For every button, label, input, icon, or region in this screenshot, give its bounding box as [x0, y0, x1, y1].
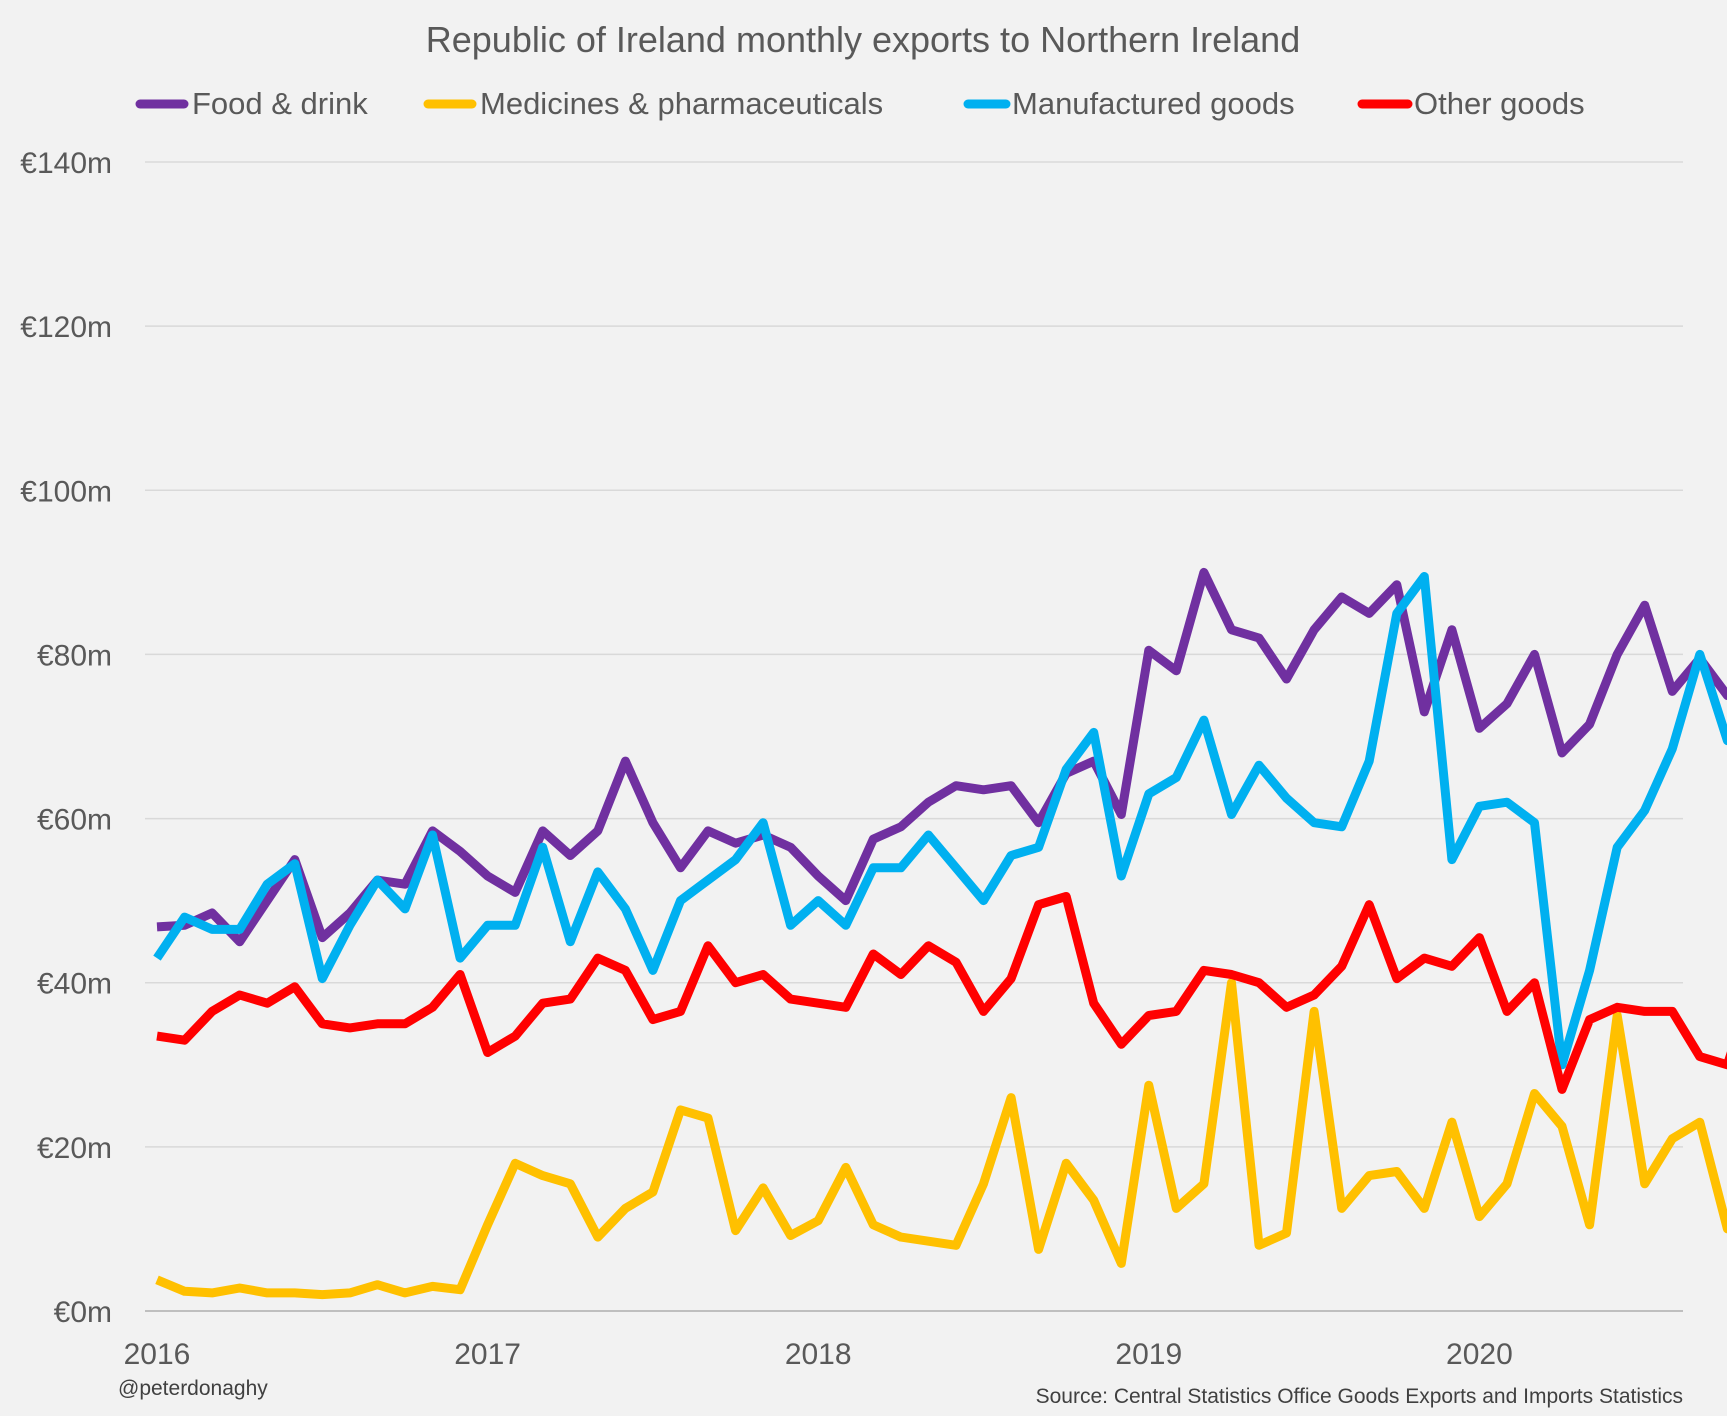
x-tick-label: 2018 — [785, 1338, 852, 1371]
x-tick-label: 2016 — [124, 1338, 191, 1371]
series-line-manufactured-goods — [153, 572, 1727, 1070]
legend-item-medicines-pharmaceuticals: Medicines & pharmaceuticals — [423, 86, 883, 121]
x-tick-label: 2020 — [1446, 1338, 1513, 1371]
legend-label: Medicines & pharmaceuticals — [480, 86, 883, 121]
legend-item-manufactured-goods: Manufactured goods — [963, 86, 1295, 121]
y-tick-label: €100m — [20, 475, 112, 508]
chart-title: Republic of Ireland monthly exports to N… — [426, 19, 1300, 60]
series-lines — [153, 567, 1727, 1300]
gridlines — [145, 161, 1683, 1312]
y-tick-label: €40m — [37, 968, 112, 1001]
series-line-medicines-pharmaceuticals — [155, 978, 1727, 1300]
legend-item-other-goods: Other goods — [1357, 86, 1585, 121]
x-tick-label: 2019 — [1115, 1338, 1182, 1371]
y-tick-label: €80m — [37, 639, 112, 672]
legend-label: Other goods — [1414, 86, 1585, 121]
chart-legend: Food & drink Medicines & pharmaceuticals… — [135, 86, 1585, 121]
legend-label: Food & drink — [192, 86, 368, 121]
legend-label: Manufactured goods — [1012, 86, 1295, 121]
x-axis-ticks: 201620172018201920202021 — [124, 1338, 1513, 1371]
source-note: Source: Central Statistics Office Goods … — [1036, 1385, 1683, 1408]
x-tick-label: 2017 — [454, 1338, 521, 1371]
author-credit: @peterdonaghy — [118, 1377, 268, 1400]
legend-item-food-drink: Food & drink — [135, 86, 368, 121]
y-tick-label: €140m — [20, 147, 112, 180]
y-axis-ticks: €0m €20m €40m €60m €80m €100m €120m €140m — [20, 147, 112, 1329]
y-tick-label: €60m — [37, 804, 112, 837]
y-tick-label: €20m — [37, 1132, 112, 1165]
y-tick-label: €0m — [54, 1296, 112, 1329]
y-tick-label: €120m — [20, 311, 112, 344]
series-line-other-goods — [156, 892, 1727, 1094]
